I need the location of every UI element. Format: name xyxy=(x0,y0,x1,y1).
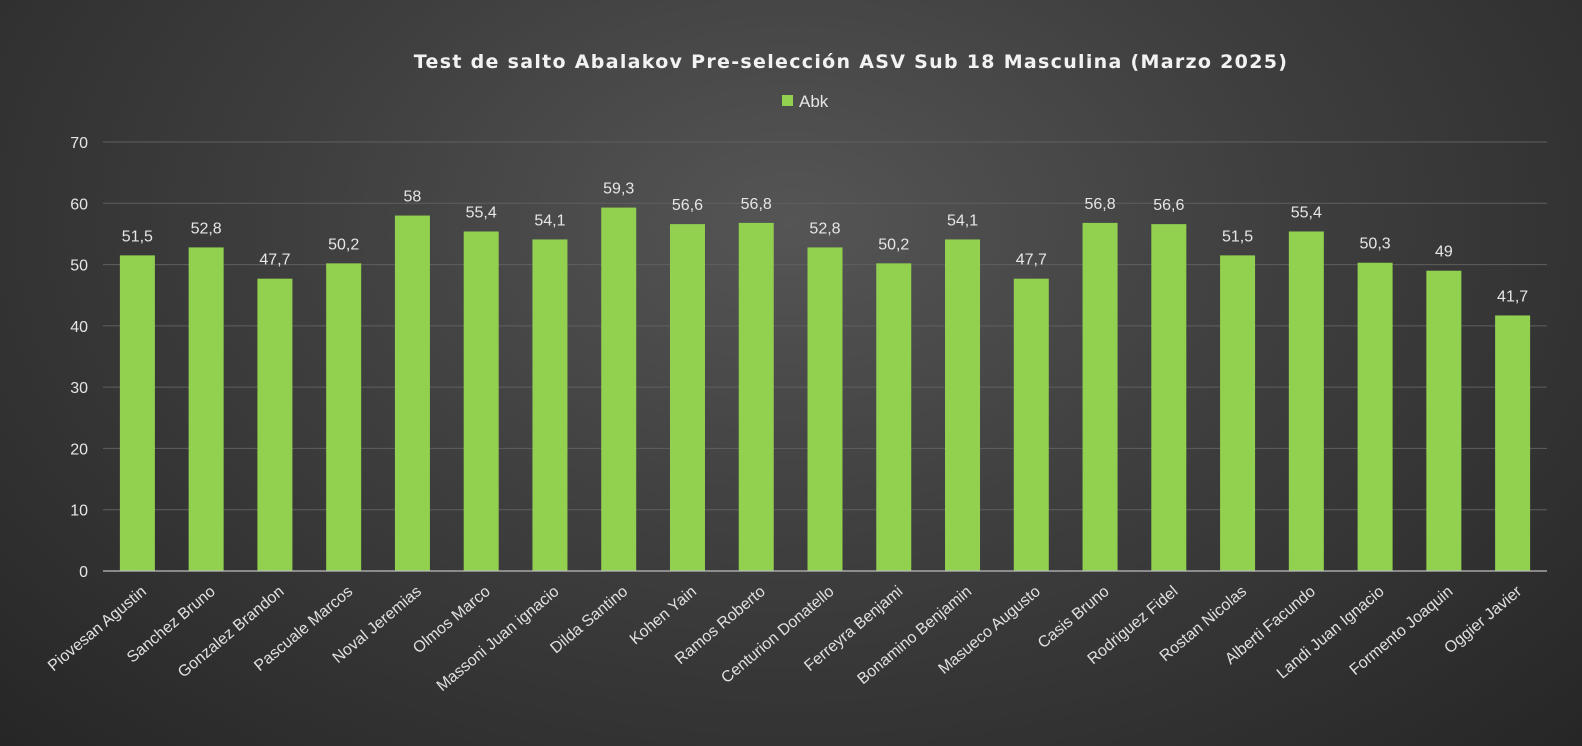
bar-13 xyxy=(945,239,981,572)
data-label-7: 54,1 xyxy=(534,212,565,229)
bar-10 xyxy=(738,222,774,571)
bar-6 xyxy=(463,231,499,571)
bar-21 xyxy=(1495,315,1531,571)
bar-20 xyxy=(1426,270,1462,571)
legend: Abk xyxy=(782,92,829,111)
data-label-8: 59,3 xyxy=(603,181,634,198)
data-label-1: 51,5 xyxy=(122,228,153,245)
y-tick-label-30: 30 xyxy=(70,380,88,397)
data-label-11: 52,8 xyxy=(809,220,840,237)
x-tick-label-13: Bonamino Benjamin xyxy=(854,583,975,688)
bar-7 xyxy=(532,239,568,572)
data-label-17: 51,5 xyxy=(1222,228,1253,245)
x-tick-label-7: Massoni Juan ignacio xyxy=(434,583,563,695)
data-label-14: 47,7 xyxy=(1016,252,1047,269)
bar-1 xyxy=(119,255,155,571)
data-label-4: 50,2 xyxy=(328,236,359,253)
bar-15 xyxy=(1082,222,1118,571)
data-label-15: 56,8 xyxy=(1084,196,1115,213)
bar-5 xyxy=(394,215,430,572)
bar-16 xyxy=(1151,224,1187,571)
y-tick-label-40: 40 xyxy=(70,319,88,336)
data-label-16: 56,6 xyxy=(1153,197,1184,214)
y-tick-label-70: 70 xyxy=(70,135,88,152)
y-tick-label-0: 0 xyxy=(79,564,88,581)
bars xyxy=(119,207,1531,572)
y-tick-label-60: 60 xyxy=(70,196,88,213)
y-tick-label-10: 10 xyxy=(70,503,88,520)
legend-swatch-abk xyxy=(782,95,793,106)
bar-12 xyxy=(876,263,912,571)
bar-4 xyxy=(326,263,362,571)
data-label-10: 56,8 xyxy=(741,196,772,213)
data-label-21: 41,7 xyxy=(1497,288,1528,305)
bar-9 xyxy=(669,224,705,571)
x-tick-label-9: Kohen Yain xyxy=(627,583,700,648)
data-label-12: 50,2 xyxy=(878,236,909,253)
legend-label-abk: Abk xyxy=(799,92,829,111)
data-labels: 51,5 52,8 47,7 50,2 58 55,4 54,1 59,3 56,6 56,8 52… xyxy=(122,181,1528,306)
bar-14 xyxy=(1013,278,1049,571)
bar-11 xyxy=(807,247,843,571)
bar-3 xyxy=(257,278,293,571)
data-label-19: 50,3 xyxy=(1360,236,1391,253)
data-label-5: 58 xyxy=(404,189,422,206)
x-tick-label-11: Centurion Donatello xyxy=(718,583,837,687)
data-label-18: 55,4 xyxy=(1291,204,1322,221)
chart-title: Test de salto Abalakov Pre-selección ASV… xyxy=(414,51,1288,73)
data-label-13: 54,1 xyxy=(947,212,978,229)
data-label-6: 55,4 xyxy=(466,204,497,221)
data-label-9: 56,6 xyxy=(672,197,703,214)
bar-2 xyxy=(188,247,224,571)
bar-18 xyxy=(1288,231,1324,571)
data-label-20: 49 xyxy=(1435,244,1453,261)
data-label-3: 47,7 xyxy=(259,252,290,269)
y-axis-ticks: 0 10 20 30 40 50 60 70 xyxy=(70,135,88,581)
y-tick-label-20: 20 xyxy=(70,441,88,458)
y-tick-label-50: 50 xyxy=(70,258,88,275)
data-label-2: 52,8 xyxy=(191,220,222,237)
bar-17 xyxy=(1220,255,1256,571)
bar-8 xyxy=(601,207,637,571)
bar-19 xyxy=(1357,262,1393,571)
